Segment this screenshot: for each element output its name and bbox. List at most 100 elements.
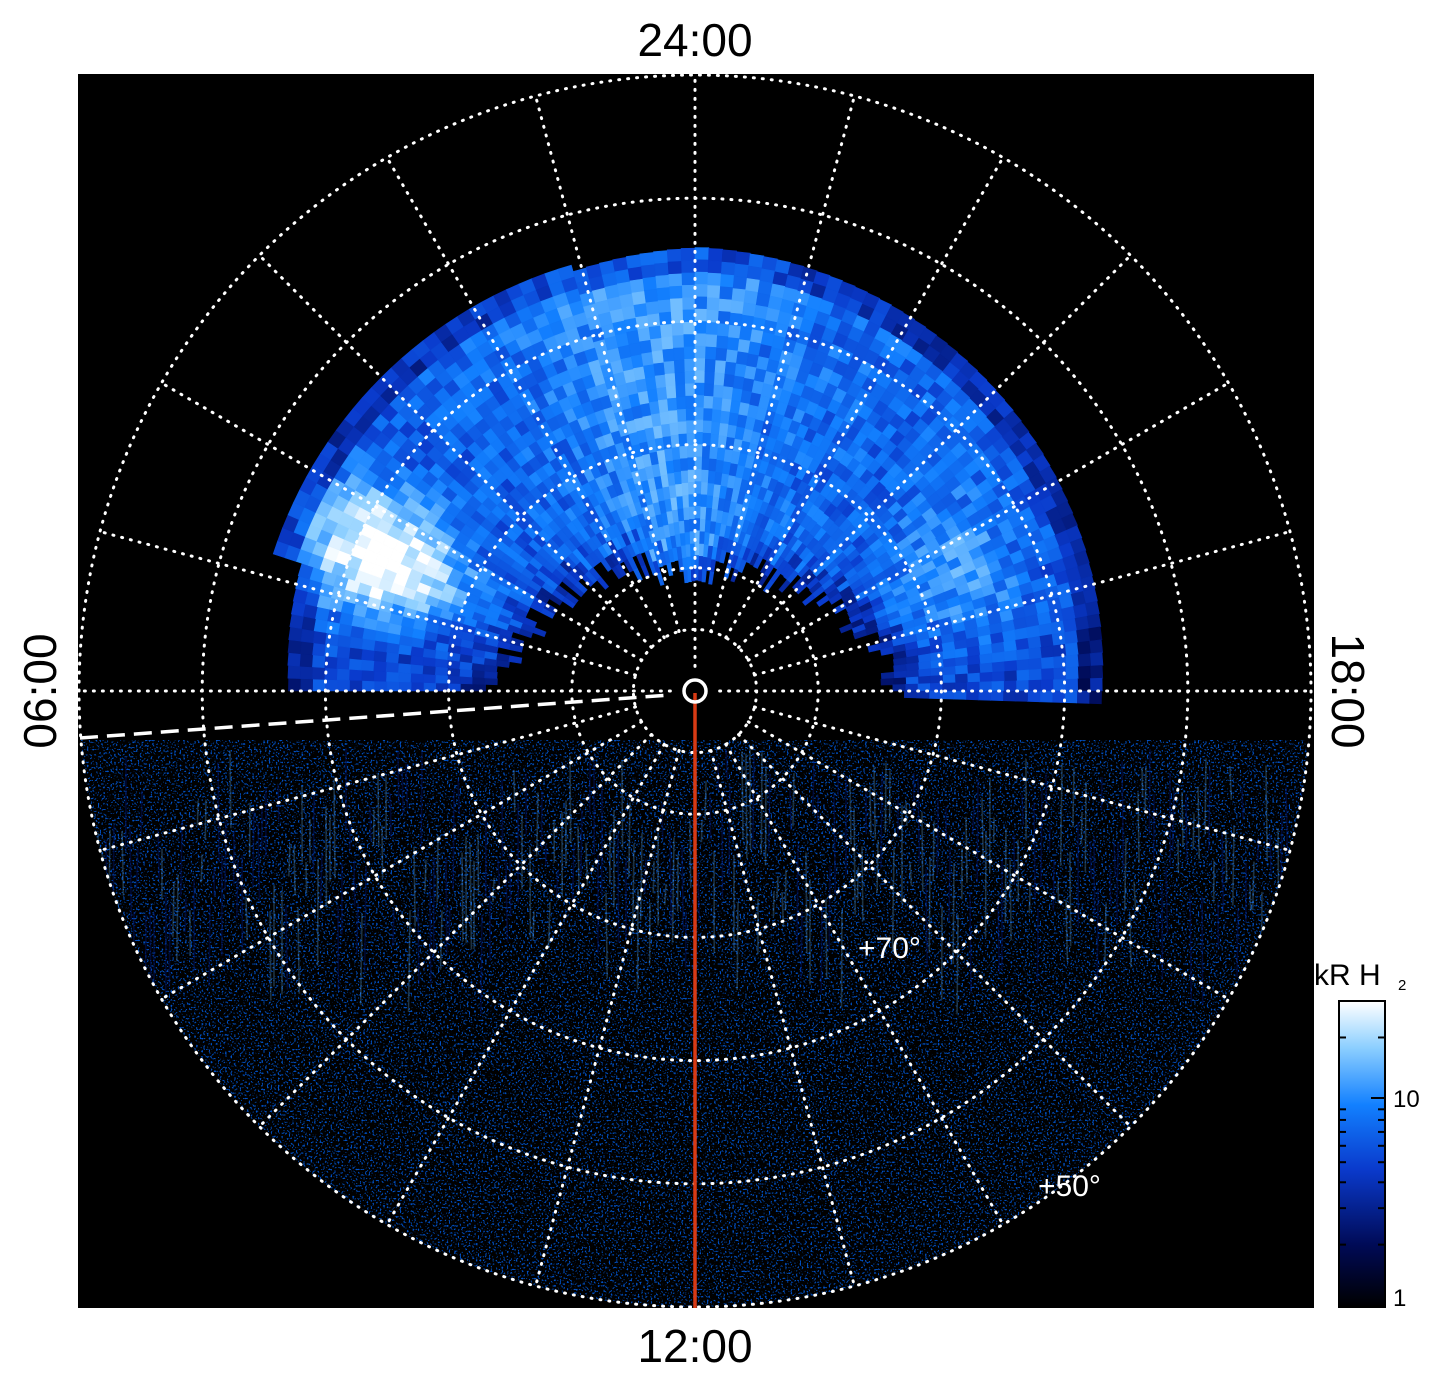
emission-cell — [643, 364, 656, 379]
emission-streak — [461, 852, 464, 942]
emission-cell — [704, 371, 716, 385]
emission-cell — [312, 642, 327, 657]
emission-cell — [662, 348, 675, 363]
emission-streak — [452, 789, 455, 891]
emission-cell — [641, 352, 655, 367]
emission-cell — [348, 658, 363, 671]
emission-cell — [616, 281, 633, 297]
emission-cell — [701, 445, 711, 459]
emission-cell — [1003, 670, 1017, 682]
emission-cell — [639, 339, 653, 355]
emission-cell — [709, 446, 719, 460]
emission-cell — [656, 572, 665, 586]
colorbar-tick-label-10: 10 — [1393, 1086, 1420, 1113]
emission-streak — [1004, 828, 1007, 924]
emission-cell — [713, 372, 726, 387]
emission-cell — [1025, 625, 1041, 639]
emission-streak — [936, 799, 939, 876]
emission-cell — [716, 323, 730, 338]
emission-streak — [1036, 908, 1039, 984]
emission-cell — [719, 286, 734, 301]
emission-cell — [1051, 632, 1066, 647]
local-time-label-bottom: 12:00 — [637, 1320, 752, 1372]
emission-cell — [667, 261, 683, 275]
emission-streak — [816, 795, 819, 828]
emission-cell — [299, 653, 314, 668]
emission-cell — [1027, 679, 1042, 692]
emission-cell — [564, 592, 579, 605]
emission-streak — [204, 799, 207, 840]
emission-cell — [362, 680, 376, 692]
emission-cell — [484, 670, 498, 679]
emission-cell — [1003, 660, 1018, 672]
emission-cell — [1064, 666, 1079, 680]
emission-cell — [731, 288, 747, 303]
emission-cell — [1028, 668, 1042, 681]
emission-cell — [336, 645, 351, 659]
emission-cell — [683, 321, 696, 335]
colorbar-gradient — [1338, 1000, 1386, 1308]
emission-cell — [671, 322, 685, 337]
emission-cell — [635, 315, 650, 330]
emission-cell — [713, 384, 725, 399]
emission-streak — [424, 859, 427, 892]
colorbar-title: kR H — [1314, 959, 1381, 992]
emission-cell — [669, 298, 684, 312]
emission-streak — [229, 750, 232, 829]
emission-cell — [892, 677, 907, 686]
emission-cell — [716, 335, 729, 350]
emission-cell — [701, 457, 711, 471]
emission-cell — [287, 652, 302, 667]
emission-cell — [966, 672, 981, 683]
emission-cell — [1049, 620, 1065, 635]
emission-streak — [772, 891, 775, 917]
colorbar-tick-label-1: 1 — [1393, 1285, 1406, 1312]
emission-cell — [288, 626, 304, 642]
emission-cell — [683, 519, 691, 533]
emission-cell — [942, 657, 956, 668]
emission-cell — [615, 563, 627, 578]
emission-streak — [168, 904, 171, 987]
emission-cell — [675, 483, 684, 498]
emission-cell — [990, 680, 1005, 692]
emission-cell — [694, 370, 706, 384]
emission-cell — [880, 678, 894, 686]
emission-streak — [728, 785, 731, 877]
emission-cell — [721, 249, 737, 264]
local-time-label-right: 18:00 — [1322, 633, 1374, 748]
emission-cell — [683, 346, 696, 360]
emission-streak — [925, 868, 928, 967]
emission-streak — [1048, 826, 1051, 851]
emission-cell — [647, 313, 661, 328]
emission-streak — [796, 844, 799, 954]
emission-cell — [687, 568, 692, 583]
emission-cell — [1089, 677, 1103, 692]
emission-cell — [1027, 647, 1042, 660]
emission-streak — [1013, 834, 1016, 885]
emission-cell — [1051, 690, 1065, 703]
emission-cell — [683, 569, 689, 584]
emission-streak — [180, 821, 183, 896]
emission-cell — [621, 305, 637, 321]
emission-streak — [417, 907, 420, 985]
emission-streak — [1100, 776, 1103, 811]
emission-cell — [893, 670, 907, 679]
emission-streak — [976, 778, 979, 883]
emission-streak — [1148, 749, 1151, 835]
emission-cell — [694, 284, 709, 298]
emission-cell — [631, 290, 647, 306]
emission-cell — [645, 301, 660, 316]
emission-streak — [196, 800, 199, 826]
emission-cell — [681, 482, 690, 497]
latitude-label-50: +50° — [1038, 1170, 1101, 1203]
emission-cell — [708, 571, 715, 585]
emission-cell — [410, 663, 425, 675]
emission-cell — [661, 423, 672, 438]
emission-cell — [707, 285, 721, 299]
emission-streak — [876, 839, 879, 894]
emission-streak — [1204, 758, 1207, 835]
emission-streak — [776, 876, 779, 899]
emission-cell — [361, 648, 376, 661]
emission-cell — [627, 266, 644, 282]
emission-streak — [1236, 908, 1239, 978]
